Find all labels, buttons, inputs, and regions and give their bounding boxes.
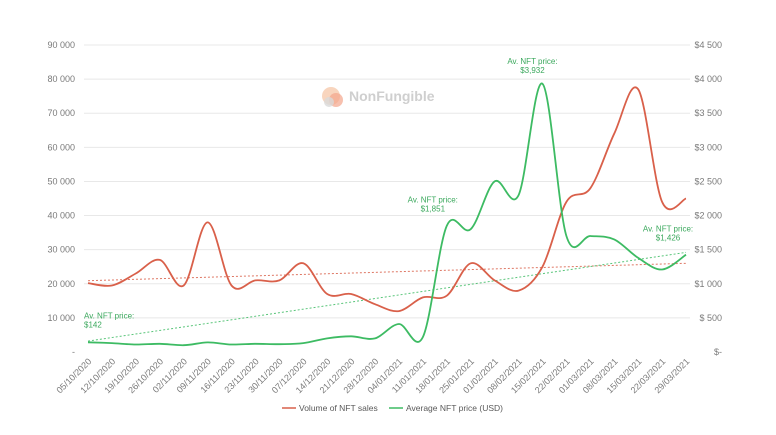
left-tick-label: 70 000 bbox=[47, 108, 75, 118]
right-tick-label: $2 500 bbox=[694, 176, 722, 186]
annotation-label: Av. NFT price: bbox=[408, 196, 458, 205]
right-tick-label: $ 500 bbox=[699, 313, 722, 323]
annotation-label: $1,851 bbox=[421, 205, 446, 214]
x-axis-ticks: 05/10/202012/10/202019/10/202026/10/2020… bbox=[54, 356, 691, 395]
left-tick-label: - bbox=[72, 347, 75, 357]
legend: Volume of NFT sales Average NFT price (U… bbox=[282, 403, 503, 413]
legend-label-sales: Volume of NFT sales bbox=[299, 403, 378, 413]
annotation-label: $3,932 bbox=[520, 66, 545, 75]
series-lines bbox=[87, 82, 687, 347]
annotation-label: Av. NFT price: bbox=[507, 57, 557, 66]
trendlines bbox=[87, 251, 687, 342]
right-tick-label: $1 500 bbox=[694, 245, 722, 255]
legend-label-price: Average NFT price (USD) bbox=[406, 403, 503, 413]
right-tick-label: $- bbox=[714, 347, 722, 357]
watermark: NonFungible bbox=[322, 87, 435, 107]
annotation-label: $142 bbox=[84, 320, 102, 329]
left-tick-label: 50 000 bbox=[47, 176, 75, 186]
price-trendline bbox=[87, 251, 687, 342]
left-tick-label: 60 000 bbox=[47, 142, 75, 152]
legend-item-sales: Volume of NFT sales bbox=[282, 403, 378, 413]
right-tick-label: $3 500 bbox=[694, 108, 722, 118]
price-line bbox=[87, 82, 687, 347]
legend-item-price: Average NFT price (USD) bbox=[389, 403, 503, 413]
left-tick-label: 20 000 bbox=[47, 279, 75, 289]
right-tick-label: $4 000 bbox=[694, 74, 722, 84]
annotation-label: Av. NFT price: bbox=[643, 225, 693, 234]
annotation-label: $1,426 bbox=[656, 234, 681, 243]
right-tick-label: $3 000 bbox=[694, 142, 722, 152]
right-axis-ticks: $- $ 500 $1 000 $1 500 $2 000 $2 500 $3 000 $3 … bbox=[694, 40, 722, 357]
annotation-label: Av. NFT price: bbox=[84, 311, 134, 320]
watermark-text: NonFungible bbox=[349, 88, 435, 104]
right-tick-label: $1 000 bbox=[694, 279, 722, 289]
left-tick-label: 90 000 bbox=[47, 40, 75, 50]
gridlines bbox=[84, 44, 690, 319]
left-tick-label: 40 000 bbox=[47, 211, 75, 221]
left-tick-label: 80 000 bbox=[47, 74, 75, 84]
right-tick-label: $2 000 bbox=[694, 211, 722, 221]
left-axis-ticks: - 10 000 20 000 30 000 40 000 50 000 60 000 70 … bbox=[47, 40, 75, 357]
left-tick-label: 10 000 bbox=[47, 313, 75, 323]
sales-line bbox=[87, 86, 687, 313]
left-tick-label: 30 000 bbox=[47, 245, 75, 255]
right-tick-label: $4 500 bbox=[694, 40, 722, 50]
nonfungible-logo-icon bbox=[322, 87, 343, 107]
